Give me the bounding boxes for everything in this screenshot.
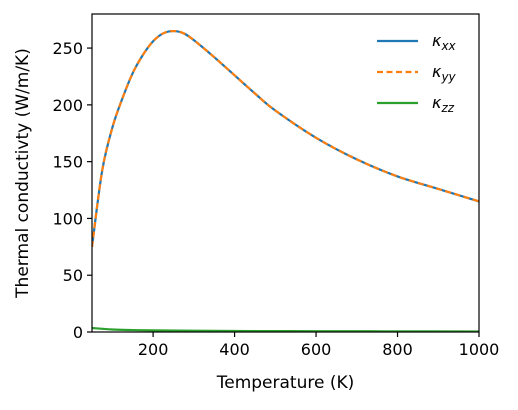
legend: κxx κyy κzz xyxy=(377,31,457,115)
y-tick-label: 0 xyxy=(73,323,83,342)
x-axis-label: Temperature (K) xyxy=(216,373,355,393)
ticks-layer: 200 400 600 800 1000 0 50 100 150 200 250 xyxy=(52,39,499,359)
y-tick-label: 50 xyxy=(63,266,83,285)
x-tick-label: 800 xyxy=(382,340,413,359)
x-tick-label: 200 xyxy=(138,340,169,359)
series-line-yy xyxy=(92,29,479,247)
plot-layer xyxy=(92,29,479,332)
series-line-zz xyxy=(92,326,479,332)
y-axis-label: Thermal conductivty (W/m/K) xyxy=(13,48,33,299)
legend-label-yy: κyy xyxy=(432,62,457,84)
x-tick-label: 400 xyxy=(219,340,250,359)
y-tick-label: 250 xyxy=(52,39,83,58)
legend-label-zz: κzz xyxy=(432,93,455,115)
series-line-xx xyxy=(92,29,479,247)
legend-label-xx: κxx xyxy=(432,31,457,53)
x-tick-label: 1000 xyxy=(459,340,500,359)
x-tick-label: 600 xyxy=(301,340,332,359)
y-tick-label: 100 xyxy=(52,209,83,228)
plot-frame xyxy=(91,13,480,333)
y-tick-label: 150 xyxy=(52,153,83,172)
y-tick-label: 200 xyxy=(52,96,83,115)
